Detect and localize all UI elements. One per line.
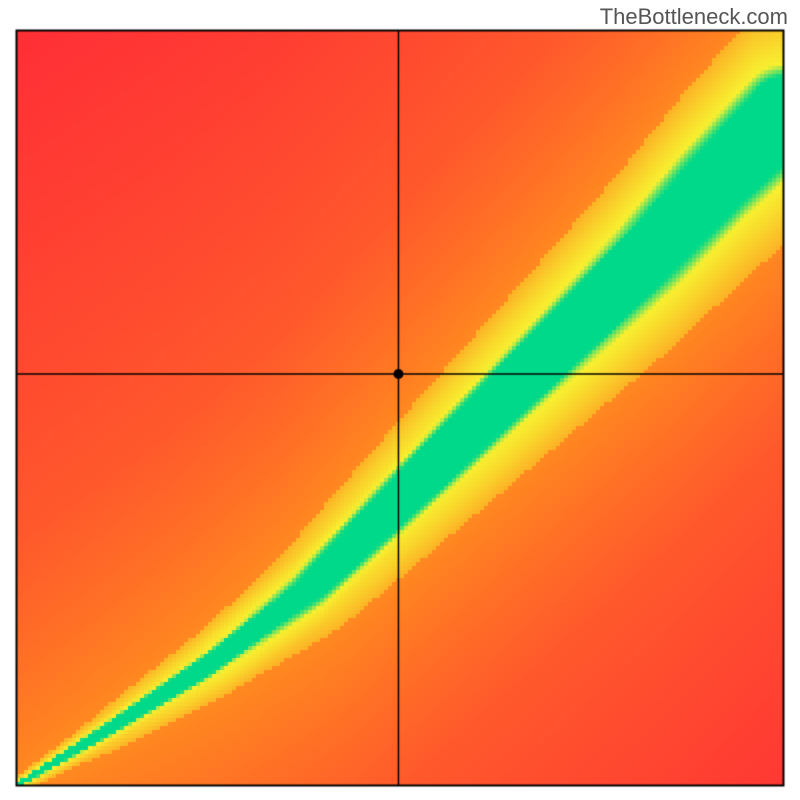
chart-container: TheBottleneck.com <box>0 0 800 800</box>
heatmap-canvas <box>0 0 800 800</box>
attribution-text: TheBottleneck.com <box>600 4 788 30</box>
